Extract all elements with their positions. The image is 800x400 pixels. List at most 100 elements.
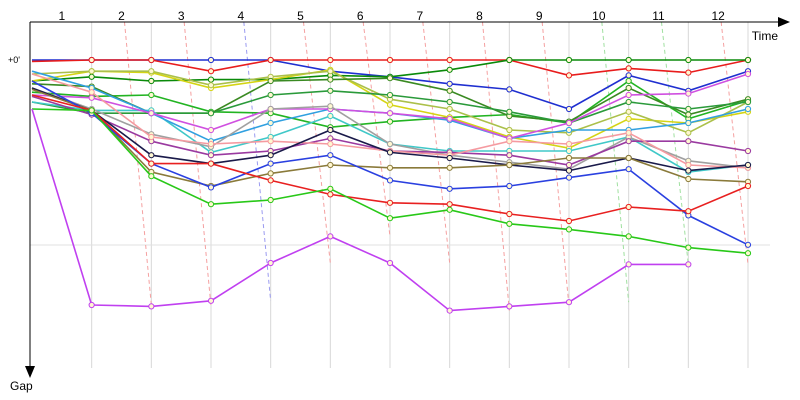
- data-point: [685, 69, 692, 76]
- pit-connector: [601, 21, 630, 303]
- series-line: [31, 94, 752, 225]
- data-point: [625, 203, 632, 211]
- data-point: [327, 185, 334, 192]
- data-point: [386, 199, 394, 206]
- data-point: [685, 111, 692, 118]
- data-point: [565, 226, 573, 233]
- data-point: [327, 152, 334, 159]
- data-point: [446, 154, 453, 162]
- pit-connector: [123, 21, 152, 306]
- data-point: [685, 129, 692, 136]
- lap-label: 7: [416, 9, 423, 23]
- data-point: [685, 261, 692, 268]
- data-point: [386, 177, 394, 184]
- pit-connector: [481, 21, 510, 311]
- y-origin-label: +0': [8, 55, 20, 65]
- data-point: [386, 164, 394, 171]
- data-point: [506, 161, 513, 169]
- data-point: [625, 166, 632, 173]
- data-point: [148, 110, 155, 117]
- data-point: [207, 76, 215, 83]
- data-point: [88, 89, 95, 96]
- data-point: [685, 138, 692, 145]
- data-point: [386, 215, 394, 222]
- data-point: [88, 68, 95, 75]
- data-point: [207, 201, 215, 208]
- data-point: [625, 154, 632, 162]
- data-point: [386, 110, 394, 117]
- data-point: [327, 76, 334, 83]
- data-point: [207, 140, 215, 148]
- data-point: [267, 119, 274, 127]
- data-point: [148, 56, 155, 64]
- data-point: [565, 299, 573, 306]
- lap-label: 12: [711, 9, 725, 23]
- data-point: [148, 77, 155, 85]
- data-point: [148, 91, 155, 99]
- data-point: [267, 138, 274, 145]
- data-point: [565, 161, 573, 169]
- data-point: [506, 126, 513, 134]
- data-point: [625, 91, 632, 99]
- data-point: [327, 140, 334, 148]
- data-point: [565, 126, 573, 134]
- data-point: [267, 77, 274, 85]
- data-point: [446, 87, 453, 94]
- data-point: [446, 98, 453, 106]
- series-line: [31, 107, 752, 257]
- data-point: [267, 170, 274, 177]
- data-point: [565, 174, 573, 181]
- data-point: [148, 160, 155, 167]
- data-point: [267, 91, 274, 99]
- data-point: [625, 138, 632, 145]
- pit-connector: [541, 21, 570, 307]
- data-point: [625, 129, 632, 136]
- data-point: [685, 90, 692, 97]
- data-point: [267, 105, 274, 113]
- data-point: [267, 160, 274, 167]
- series-line: [31, 108, 692, 314]
- data-point: [386, 140, 394, 148]
- series-line: [31, 56, 752, 79]
- data-point: [565, 105, 573, 113]
- data-point: [327, 103, 334, 110]
- data-point: [506, 220, 513, 227]
- data-point: [446, 56, 453, 64]
- lap-label: 3: [178, 9, 185, 23]
- data-point: [625, 233, 632, 240]
- data-point: [327, 68, 334, 75]
- data-point: [267, 152, 274, 159]
- data-point: [744, 98, 752, 106]
- data-point: [506, 152, 513, 159]
- pit-connector: [243, 21, 272, 301]
- data-point: [267, 259, 274, 267]
- pit-connector: [302, 21, 331, 264]
- data-point: [565, 72, 573, 79]
- data-point: [327, 161, 334, 169]
- data-point: [327, 135, 334, 142]
- data-point: [148, 173, 155, 180]
- axes: Time Gap +0': [8, 17, 790, 393]
- data-point: [625, 98, 632, 106]
- data-point: [327, 112, 334, 120]
- data-point: [625, 56, 632, 64]
- data-point: [565, 140, 573, 148]
- data-point: [267, 196, 274, 204]
- lap-labels: 1 2 3 4 5 6 7 8 9 10 11 12: [58, 9, 725, 23]
- data-point: [685, 105, 692, 113]
- data-point: [446, 307, 453, 314]
- data-point: [446, 206, 453, 213]
- data-point: [685, 244, 692, 251]
- data-point: [685, 175, 692, 183]
- lap-label: 10: [592, 9, 606, 23]
- data-point: [88, 56, 95, 64]
- data-point: [744, 241, 752, 248]
- data-point: [88, 73, 95, 80]
- data-point: [327, 233, 334, 240]
- pit-connector: [362, 21, 391, 237]
- data-point: [744, 56, 752, 64]
- data-point: [744, 250, 752, 257]
- data-point: [446, 201, 453, 208]
- lap-label: 11: [652, 9, 665, 23]
- data-point: [506, 108, 513, 115]
